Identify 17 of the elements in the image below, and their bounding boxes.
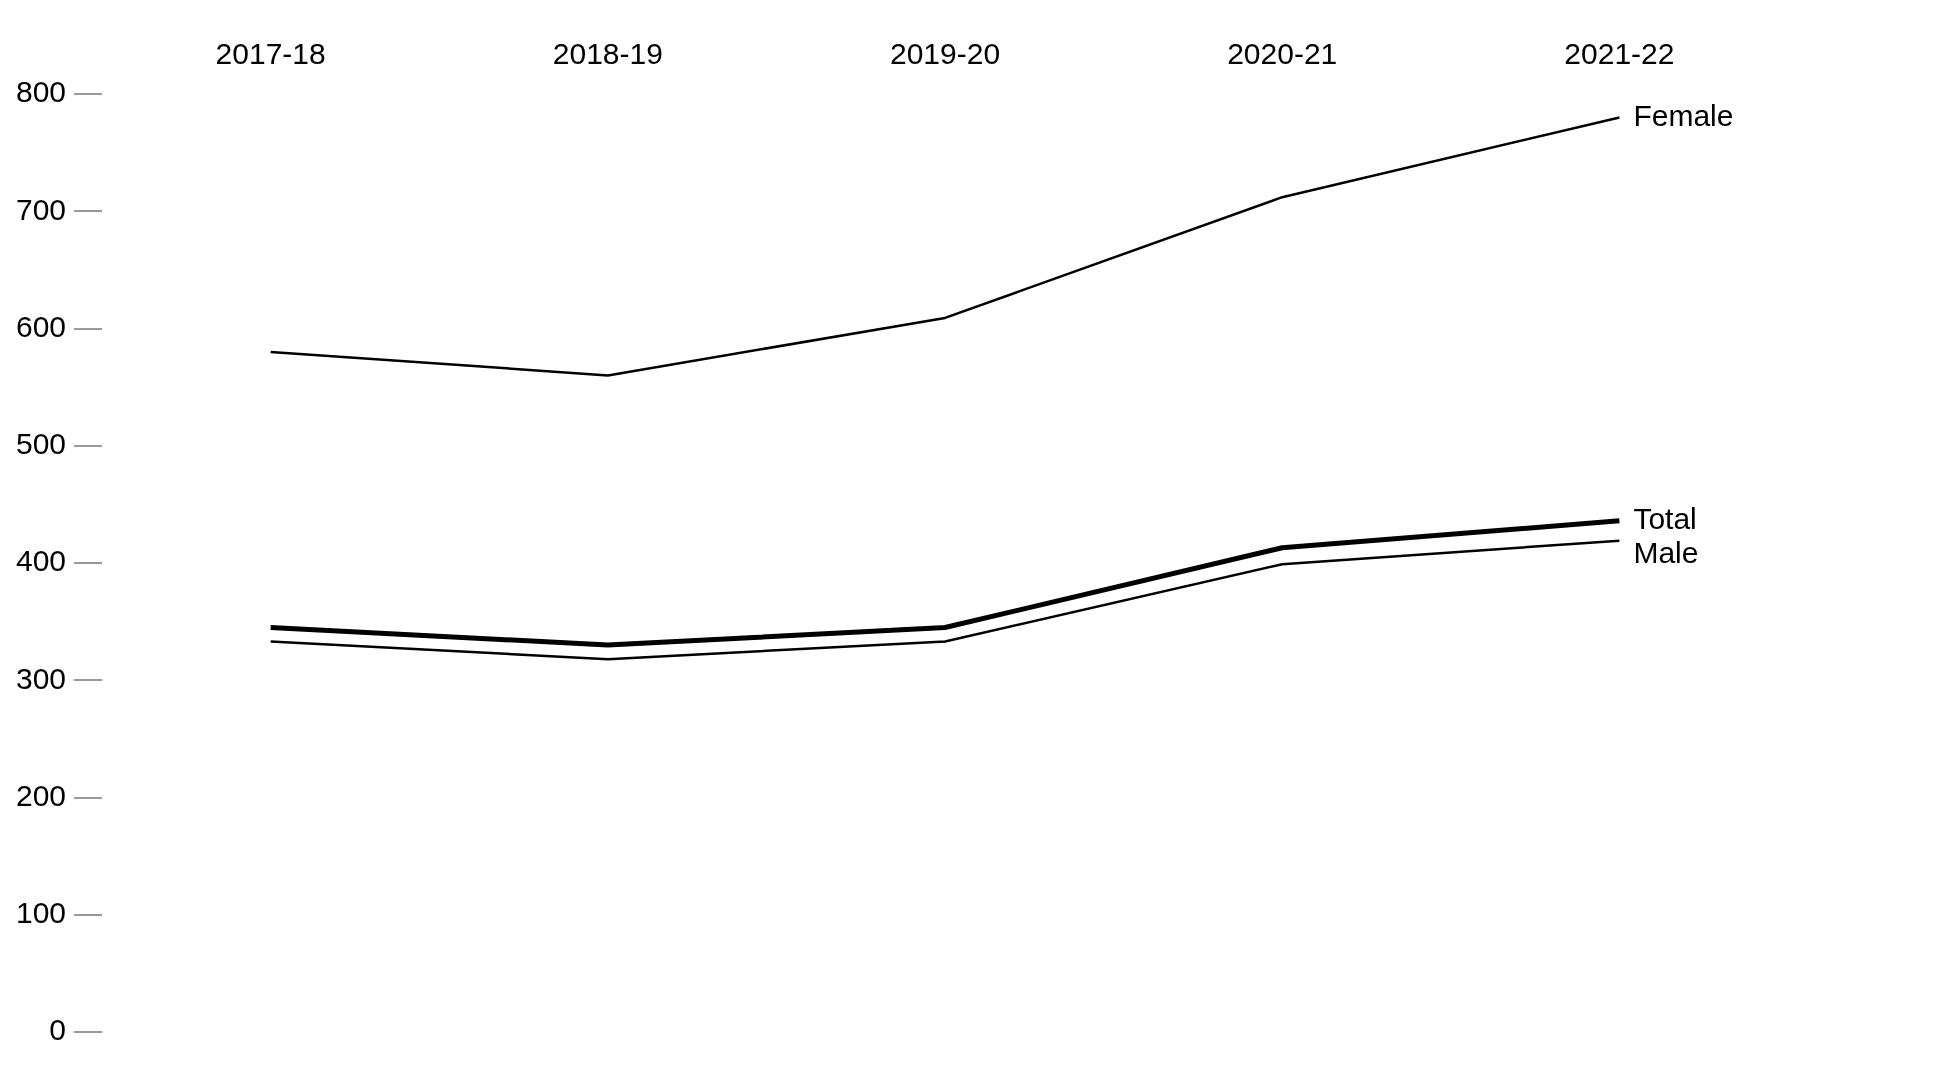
series-label: Male	[1633, 536, 1699, 570]
x-tick-label: 2019-20	[889, 37, 1001, 71]
x-tick-label: 2018-19	[552, 37, 663, 71]
y-tick-label: 400	[15, 544, 67, 578]
y-tick-label: 100	[15, 896, 67, 930]
y-tick-label: 600	[15, 309, 67, 343]
y-tick-label: 200	[15, 778, 67, 812]
y-tick-label: 800	[15, 75, 67, 109]
y-tick-label: 0	[49, 1013, 67, 1047]
series-label: Total	[1633, 502, 1697, 536]
x-tick-label: 2017-18	[215, 37, 326, 71]
y-tick-label: 700	[15, 192, 67, 226]
series-label: Female	[1633, 98, 1734, 132]
y-tick-label: 500	[15, 427, 67, 461]
y-tick-label: 300	[15, 661, 67, 695]
x-tick-label: 2020-21	[1227, 37, 1338, 71]
x-tick-label: 2021-22	[1564, 37, 1675, 71]
